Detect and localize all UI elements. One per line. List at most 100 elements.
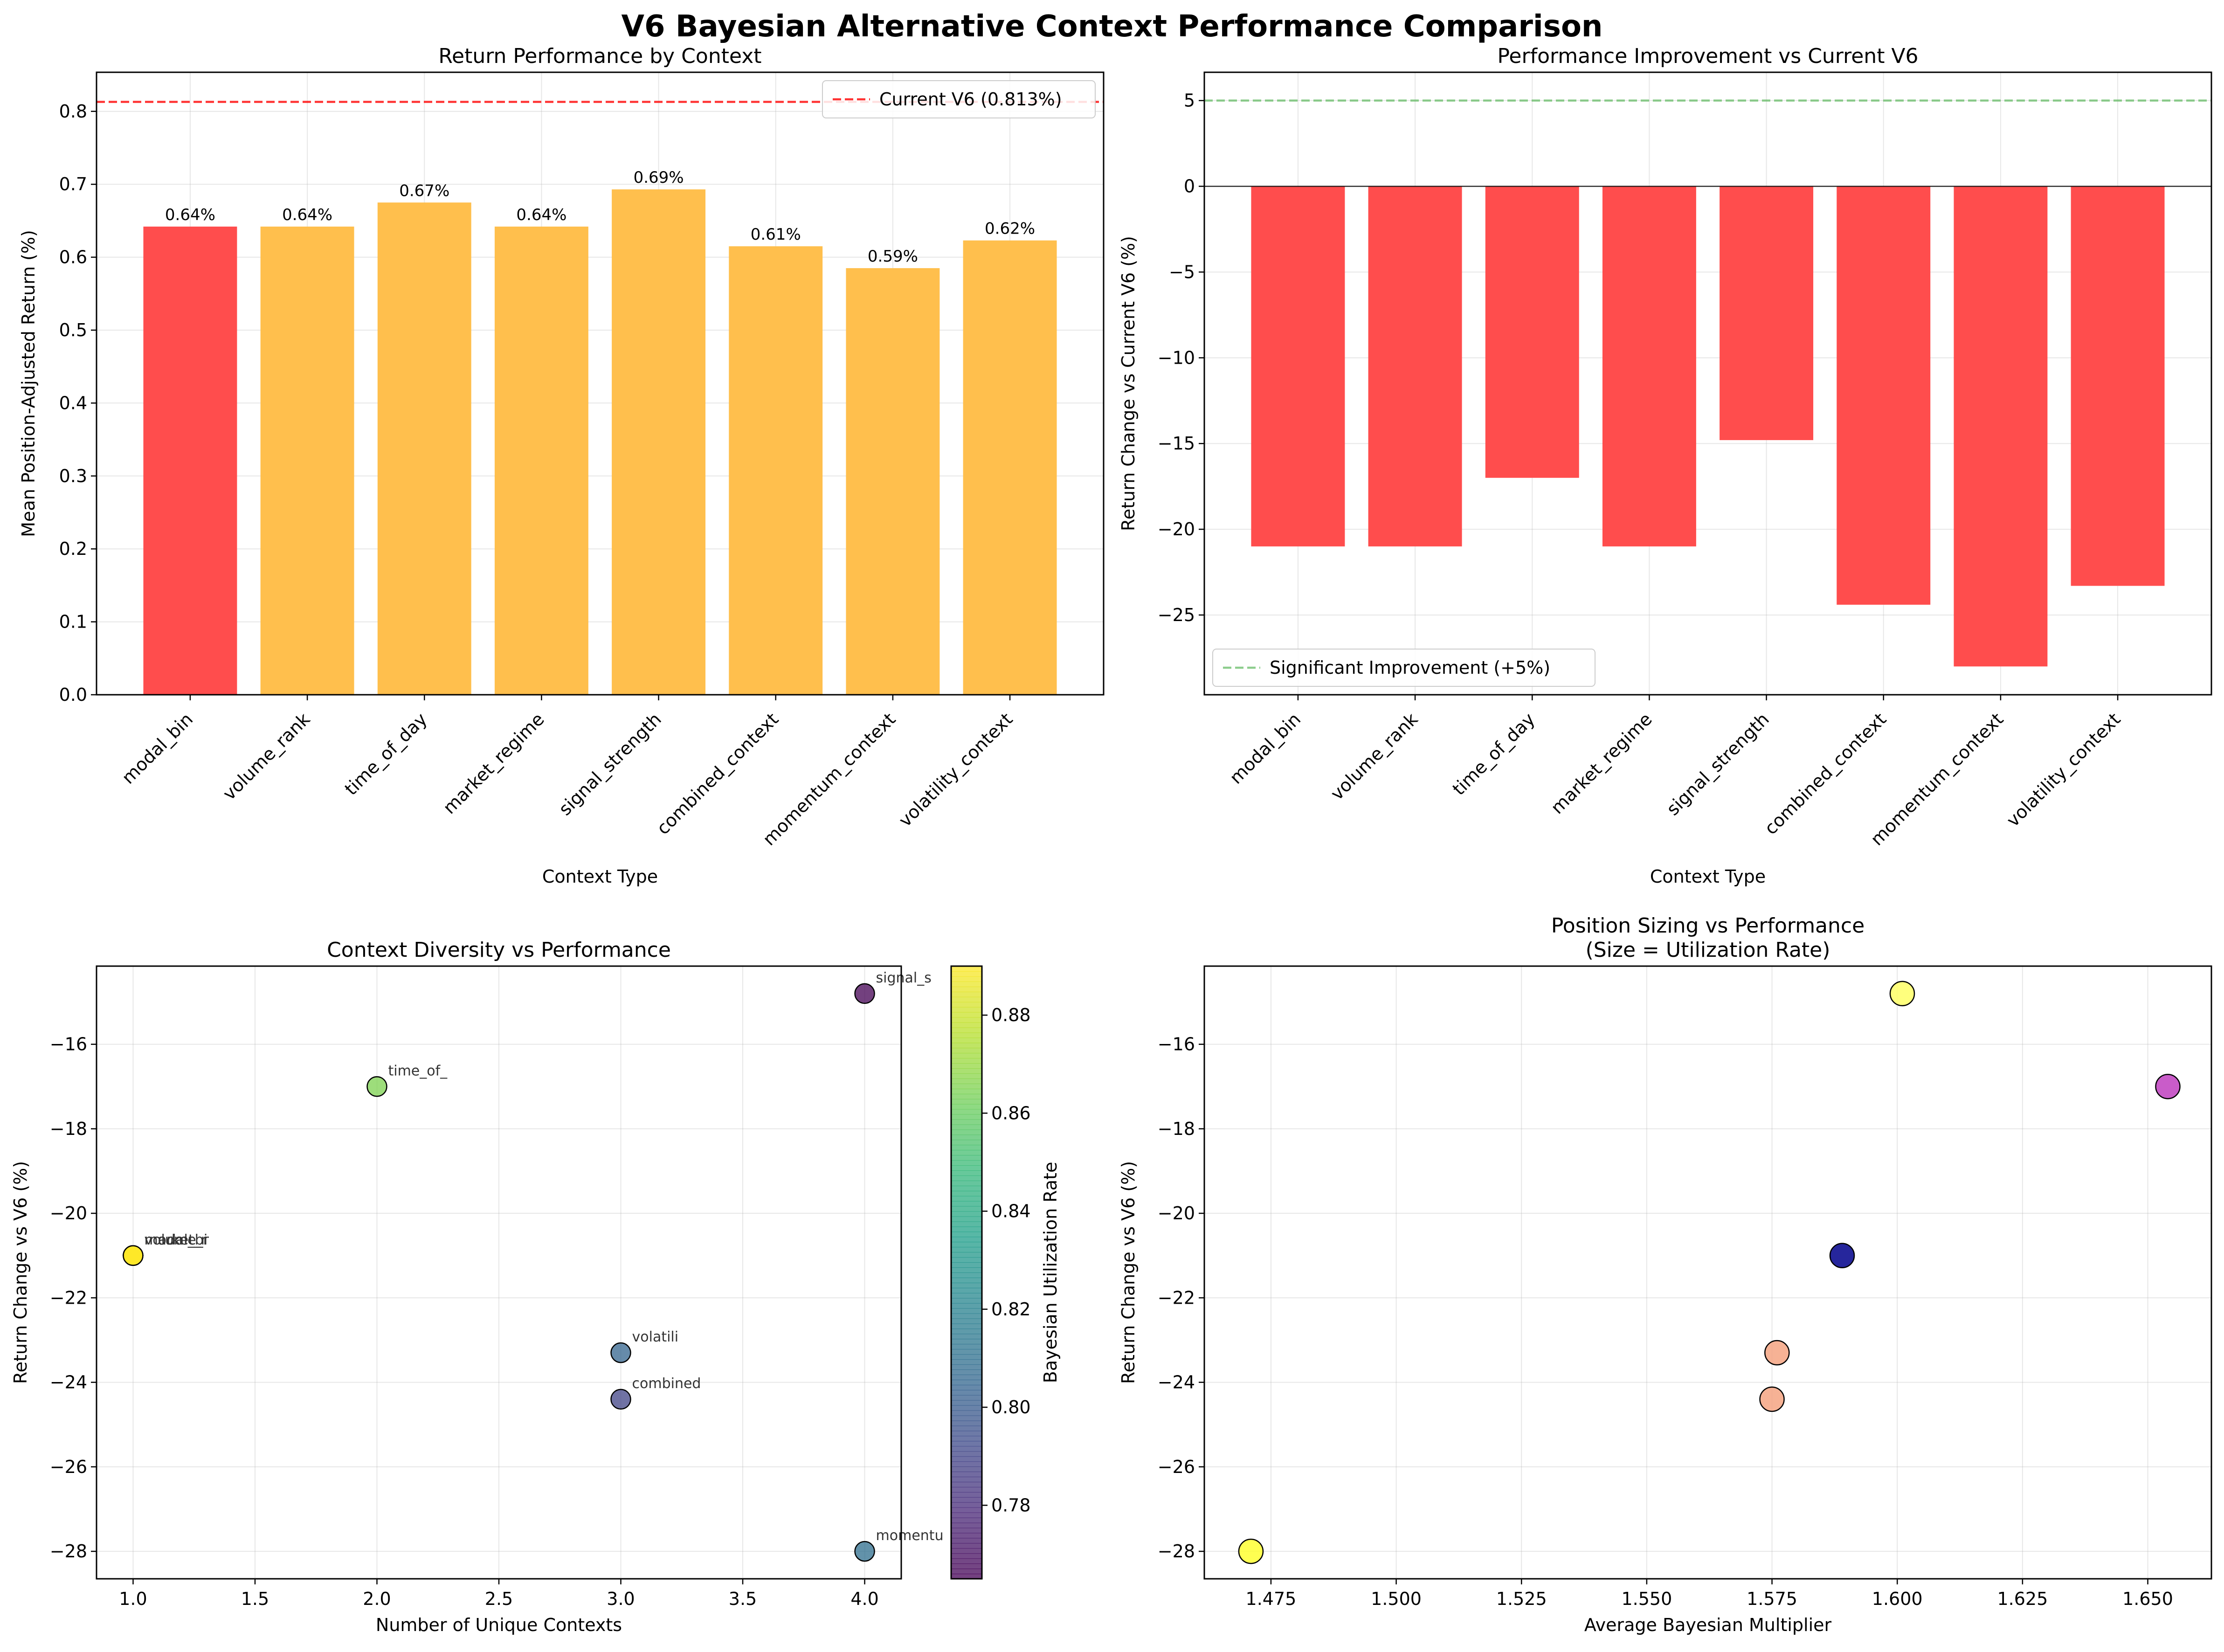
colorbar-segment [951,1190,982,1196]
y-tick-label: −16 [1158,1034,1195,1055]
scatter-point [1759,1386,1785,1412]
colorbar-label: Bayesian Utilization Rate [1040,1162,1061,1383]
legend: Current V6 (0.813%) [822,80,1096,118]
y-tick-label: −18 [1158,1119,1195,1139]
scatter-point [1764,1340,1790,1366]
colorbar-tick-label: 0.80 [991,1397,1031,1417]
bar [1837,186,1931,605]
colorbar-segment [951,966,982,972]
colorbar-segment [951,1543,982,1549]
x-axis-label: Context Type [1650,866,1766,887]
colorbar-segment [951,1083,982,1089]
colorbar-segment [951,1252,982,1258]
bar-value-label: 0.59% [868,247,918,266]
y-tick-label: −20 [50,1203,87,1223]
colorbar-segment [951,1145,982,1151]
plot-frame [96,71,1105,696]
colorbar-segment [951,1466,982,1472]
x-tick-label: 2.0 [363,1589,391,1609]
colorbar-segment [951,1093,982,1099]
colorbar-segment [951,1298,982,1304]
y-tick-label: −28 [50,1541,87,1562]
x-tick-label: modal_bin [118,709,197,788]
x-tick-label: 2.5 [485,1589,513,1609]
y-tick-label: −10 [1158,347,1195,368]
bar [963,240,1057,695]
y-axis-label: Return Change vs V6 (%) [1118,1161,1139,1384]
colorbar-segment [951,1124,982,1130]
bar [260,226,354,695]
colorbar-segment [951,1007,982,1013]
colorbar-segment [951,1185,982,1191]
colorbar-segment [951,1492,982,1498]
legend-box [1212,649,1595,687]
scatter-point [610,1342,631,1363]
y-tick-label: −20 [1158,1203,1195,1223]
y-tick-label: 0.0 [59,684,87,705]
colorbar-segment [951,1405,982,1411]
colorbar-segment [951,1558,982,1564]
colorbar-tick-label: 0.82 [991,1299,1031,1320]
colorbar-segment [951,1063,982,1069]
x-tick-label: signal_strength [1663,709,1773,819]
y-tick-label: −5 [1169,262,1195,282]
colorbar-segment [951,1472,982,1477]
point-annotation: momentu [876,1528,944,1544]
x-tick-label: 3.0 [607,1589,635,1609]
scatter-point [854,1541,875,1562]
point-annotation: market_r [144,1232,207,1248]
bar-value-label: 0.64% [516,206,566,224]
y-tick-label: −22 [1158,1287,1195,1308]
x-tick-label: time_of_day [1449,709,1539,799]
colorbar-segment [951,1446,982,1452]
colorbar-segment [951,1481,982,1487]
colorbar-segment [951,1359,982,1365]
colorbar-tick-label: 0.88 [991,1005,1031,1025]
colorbar-segment [951,1175,982,1181]
bar [1368,186,1462,546]
scatter-point [1829,1243,1855,1269]
colorbar-tick-label: 0.78 [991,1495,1031,1515]
x-tick-label: 3.5 [729,1589,757,1609]
scatter-point [2155,1074,2181,1099]
colorbar-segment [951,1043,982,1049]
legend-label: Significant Improvement (+5%) [1270,657,1550,678]
bar [377,202,471,695]
colorbar-segment [951,1272,982,1278]
scatter-point [854,983,875,1004]
colorbar-segment [951,1048,982,1054]
bar-value-label: 0.61% [751,225,801,244]
colorbar-segment [951,1196,982,1202]
point-annotation: volatili [632,1329,679,1345]
colorbar-segment [951,1053,982,1059]
colorbar-segment [951,991,982,997]
bar [1954,186,2048,667]
x-tick-label: modal_bin [1226,709,1305,788]
x-tick-label: volume_rank [219,709,314,804]
colorbar-segment [951,1420,982,1426]
panel-return-performance: 0.64% 0.64% 0.67% 0.64% 0.69% 0.61% 0.59% 0.62%… [18,44,1105,887]
x-tick-label: combined_context [653,709,782,838]
y-tick-label: 0.4 [59,393,87,413]
panel-title: Performance Improvement vs Current V6 [1497,44,1918,68]
colorbar-segment [951,1221,982,1227]
colorbar-segment [951,1477,982,1482]
colorbar-segment [951,1328,982,1334]
x-tick-label: 1.525 [1496,1589,1547,1609]
colorbar-segment [951,1231,982,1237]
colorbar-segment [951,1262,982,1268]
colorbar-segment [951,1563,982,1569]
colorbar-segment [951,1502,982,1508]
colorbar-segment [951,1528,982,1534]
x-tick-label: market_regime [439,709,548,818]
y-tick-label: −25 [1158,605,1195,625]
colorbar-segment [951,1538,982,1544]
colorbar-segment [951,1150,982,1156]
colorbar-segment [951,1206,982,1212]
colorbar-segment [951,1078,982,1084]
y-tick-label: 0.3 [59,466,87,486]
y-tick-label: 0.7 [59,174,87,194]
colorbar-segment [951,1119,982,1125]
colorbar-segment [951,1344,982,1350]
